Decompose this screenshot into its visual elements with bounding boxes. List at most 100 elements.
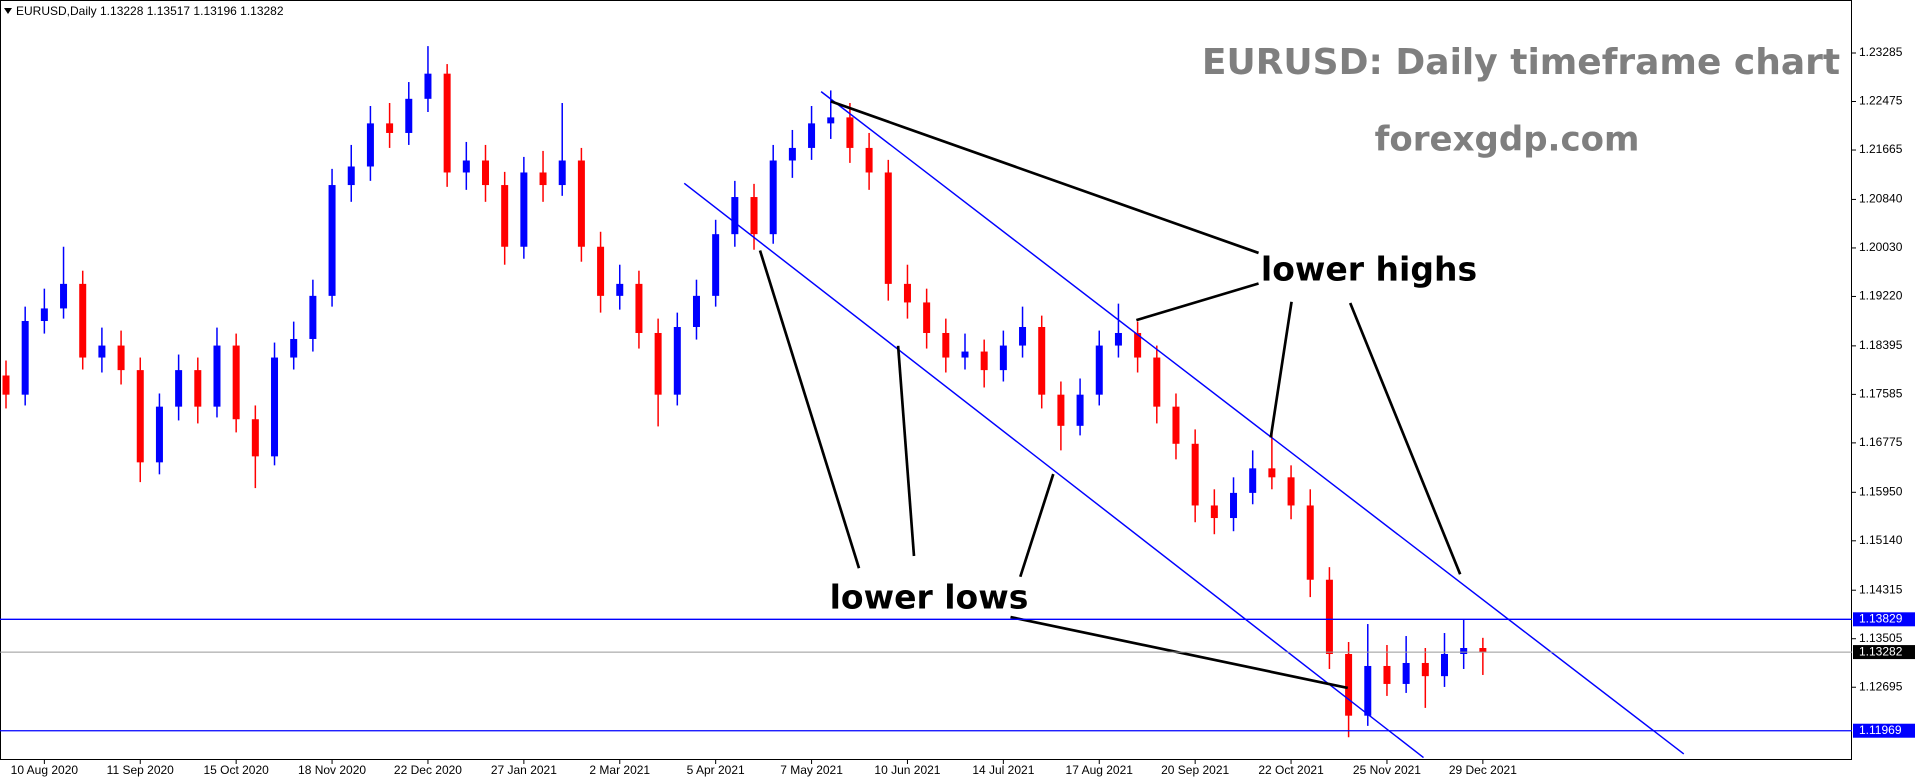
candle-body	[558, 160, 566, 186]
candle-body	[1230, 492, 1238, 519]
candle-body	[1210, 505, 1218, 519]
candle-body	[1114, 332, 1122, 346]
candle-body	[405, 98, 413, 133]
x-tick-label: 14 Jul 2021	[972, 763, 1034, 777]
candle-body	[942, 332, 950, 358]
candle-body	[788, 147, 796, 161]
x-tick-label: 20 Sep 2021	[1161, 763, 1229, 777]
y-tick-label: 1.17585	[1859, 387, 1903, 401]
candle-body	[1019, 326, 1027, 346]
candle-body	[692, 295, 700, 327]
candle-body	[40, 308, 48, 322]
candle-body	[520, 172, 528, 247]
candle-body	[213, 345, 221, 407]
candle-body	[923, 302, 931, 333]
last-price-tag	[1853, 645, 1915, 660]
candle-body	[443, 73, 451, 173]
candle-body	[271, 357, 279, 457]
x-tick-label: 22 Dec 2020	[394, 763, 462, 777]
candle-body	[1287, 477, 1295, 506]
candle-body	[597, 246, 605, 296]
x-tick-label: 2 Mar 2021	[589, 763, 650, 777]
candle-body	[347, 166, 355, 186]
y-tick-label: 1.21665	[1859, 142, 1903, 156]
y-tick-label: 1.23285	[1859, 45, 1903, 59]
candle-body	[961, 351, 969, 358]
candle-body	[654, 332, 662, 395]
x-tick-label: 5 Apr 2021	[687, 763, 745, 777]
candle-body	[750, 197, 758, 235]
candle-body	[194, 370, 202, 407]
candle-body	[98, 345, 106, 358]
candle-body	[309, 295, 317, 339]
y-tick-label: 1.13505	[1859, 631, 1903, 645]
y-tick-label: 1.12695	[1859, 679, 1903, 693]
pointer	[1348, 302, 1462, 575]
annotation: lower lows	[830, 578, 1029, 617]
candle-body	[1268, 468, 1276, 478]
candle-body	[482, 160, 489, 186]
candle-body	[462, 160, 470, 173]
x-tick-label: 15 Oct 2020	[203, 763, 269, 777]
candle-body	[616, 283, 624, 296]
candle-body	[1153, 357, 1161, 407]
candle-body	[21, 321, 29, 395]
x-tick-label: 27 Jan 2021	[491, 763, 557, 777]
x-tick-label: 7 May 2021	[780, 763, 843, 777]
candle-body	[1460, 648, 1468, 654]
y-tick-label: 1.14315	[1859, 582, 1903, 596]
plot-frame	[0, 0, 1852, 760]
candle-body	[1402, 662, 1410, 684]
y-tick-label: 1.22475	[1859, 94, 1903, 108]
candle-body	[1345, 653, 1353, 716]
level-tag	[1853, 612, 1915, 627]
candle-body	[232, 345, 240, 420]
candle-body	[846, 117, 854, 148]
y-tick-label: 1.15140	[1859, 533, 1903, 547]
candle-body	[1057, 394, 1065, 426]
x-tick-label: 22 Oct 2021	[1258, 763, 1324, 777]
candle-body	[1172, 406, 1180, 444]
x-tick-label: 11 Sep 2020	[107, 763, 174, 777]
level-label: 1.13829	[1859, 611, 1903, 625]
candle-body	[769, 160, 777, 235]
candle-body	[1479, 648, 1487, 653]
candle-body	[712, 234, 720, 296]
annotation: lower highs	[1261, 250, 1477, 289]
y-tick-label: 1.15950	[1859, 484, 1903, 498]
candle-body	[903, 283, 911, 303]
x-tick-label: 17 Aug 2021	[1066, 763, 1134, 777]
candle-body	[731, 197, 739, 235]
candle-body	[577, 160, 585, 247]
candle-body	[60, 283, 68, 309]
candle-body	[2, 375, 10, 395]
x-tick-label: 10 Jun 2021	[874, 763, 940, 777]
candle-body	[136, 370, 144, 463]
candle-body	[1191, 443, 1199, 506]
candle-body	[1421, 662, 1429, 677]
candle-body	[673, 326, 681, 395]
candle-body	[366, 123, 374, 167]
candle-body	[1134, 332, 1142, 358]
level-tag	[1853, 723, 1915, 738]
candle-body	[1249, 468, 1257, 493]
menu-arrow[interactable]	[4, 8, 12, 14]
chart-subtitle: forexgdp.com	[1375, 120, 1640, 160]
candle-body	[1038, 326, 1046, 395]
candle-body	[79, 283, 87, 358]
pointer	[1269, 301, 1293, 438]
candle-body	[827, 117, 835, 124]
channel-upper	[820, 91, 1685, 755]
candle-body	[155, 406, 163, 463]
last-price-label: 1.13282	[1859, 644, 1903, 658]
chart-title: EURUSD: Daily timeframe chart	[1202, 42, 1840, 83]
y-tick-label: 1.19220	[1859, 289, 1903, 303]
candle-body	[386, 123, 394, 133]
candle-body	[1095, 345, 1103, 395]
pointer	[1019, 473, 1055, 578]
candle-body	[1076, 394, 1084, 426]
chart-header: EURUSD,Daily 1.13228 1.13517 1.13196 1.1…	[16, 4, 284, 18]
pointer	[830, 100, 1260, 255]
candle-body	[251, 419, 259, 457]
